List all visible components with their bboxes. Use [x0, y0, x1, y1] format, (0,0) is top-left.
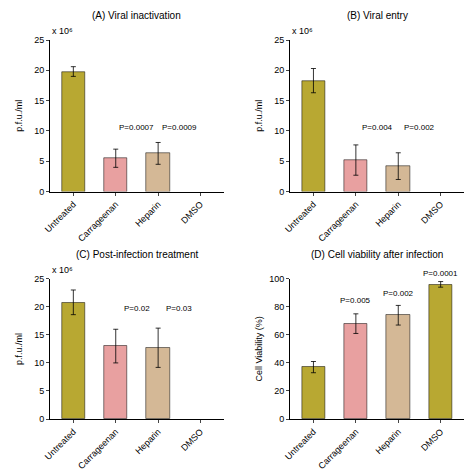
- svg-text:25: 25: [34, 274, 44, 284]
- svg-text:10: 10: [274, 126, 284, 136]
- svg-text:x 10⁶: x 10⁶: [52, 265, 73, 275]
- svg-text:Carrageenan: Carrageenan: [316, 427, 360, 471]
- svg-text:DMSO: DMSO: [419, 199, 445, 225]
- svg-text:60: 60: [274, 330, 284, 340]
- svg-text:p.f.u./ml: p.f.u./ml: [14, 100, 24, 132]
- svg-text:P=0.0007: P=0.0007: [119, 123, 154, 132]
- svg-text:P=0.005: P=0.005: [340, 296, 371, 305]
- svg-text:(A) Viral inactivation: (A) Viral inactivation: [92, 10, 181, 21]
- svg-text:20: 20: [274, 65, 284, 75]
- svg-text:0: 0: [39, 187, 44, 197]
- svg-text:x 10⁶: x 10⁶: [292, 26, 313, 36]
- svg-text:80: 80: [274, 302, 284, 312]
- svg-text:15: 15: [274, 96, 284, 106]
- svg-text:P=0.03: P=0.03: [166, 304, 192, 313]
- svg-text:Untreated: Untreated: [43, 199, 78, 234]
- svg-text:Heparin: Heparin: [133, 199, 162, 228]
- svg-text:Carrageenan: Carrageenan: [76, 199, 120, 243]
- svg-text:15: 15: [34, 96, 44, 106]
- svg-text:DMSO: DMSO: [179, 427, 205, 453]
- svg-text:0: 0: [39, 414, 44, 424]
- svg-text:P=0.0009: P=0.0009: [162, 123, 197, 132]
- svg-text:10: 10: [34, 358, 44, 368]
- svg-text:Cell Viability (%): Cell Viability (%): [254, 316, 264, 381]
- svg-text:(B) Viral entry: (B) Viral entry: [347, 10, 408, 21]
- svg-text:10: 10: [34, 126, 44, 136]
- svg-text:0: 0: [279, 187, 284, 197]
- svg-text:Heparin: Heparin: [373, 427, 402, 456]
- svg-text:P=0.002: P=0.002: [404, 123, 435, 132]
- svg-text:Untreated: Untreated: [283, 427, 318, 462]
- svg-text:5: 5: [39, 386, 44, 396]
- svg-text:25: 25: [274, 35, 284, 45]
- svg-text:25: 25: [34, 35, 44, 45]
- svg-text:20: 20: [274, 386, 284, 396]
- svg-text:p.f.u./ml: p.f.u./ml: [254, 100, 264, 132]
- svg-text:P=0.0001: P=0.0001: [423, 269, 458, 278]
- svg-text:Heparin: Heparin: [133, 427, 162, 456]
- svg-text:DMSO: DMSO: [419, 427, 445, 453]
- svg-text:Heparin: Heparin: [373, 199, 402, 228]
- svg-text:P=0.002: P=0.002: [383, 289, 414, 298]
- svg-text:p.f.u./ml: p.f.u./ml: [14, 333, 24, 365]
- svg-text:(C) Post-infection treatment: (C) Post-infection treatment: [76, 249, 198, 260]
- svg-text:Untreated: Untreated: [283, 199, 318, 234]
- svg-text:(D) Cell viability after infec: (D) Cell viability after infection: [311, 249, 443, 260]
- svg-text:5: 5: [279, 156, 284, 166]
- svg-text:P=0.004: P=0.004: [362, 123, 393, 132]
- svg-text:Carrageenan: Carrageenan: [76, 427, 120, 471]
- svg-text:x 10⁶: x 10⁶: [52, 26, 73, 36]
- svg-text:20: 20: [34, 65, 44, 75]
- svg-text:40: 40: [274, 358, 284, 368]
- svg-text:15: 15: [34, 330, 44, 340]
- svg-text:0: 0: [279, 414, 284, 424]
- svg-text:100: 100: [269, 274, 284, 284]
- svg-text:Untreated: Untreated: [43, 427, 78, 462]
- svg-text:DMSO: DMSO: [179, 199, 205, 225]
- svg-text:Carrageenan: Carrageenan: [316, 199, 360, 243]
- svg-text:20: 20: [34, 302, 44, 312]
- svg-text:5: 5: [39, 156, 44, 166]
- svg-text:P=0.02: P=0.02: [124, 304, 150, 313]
